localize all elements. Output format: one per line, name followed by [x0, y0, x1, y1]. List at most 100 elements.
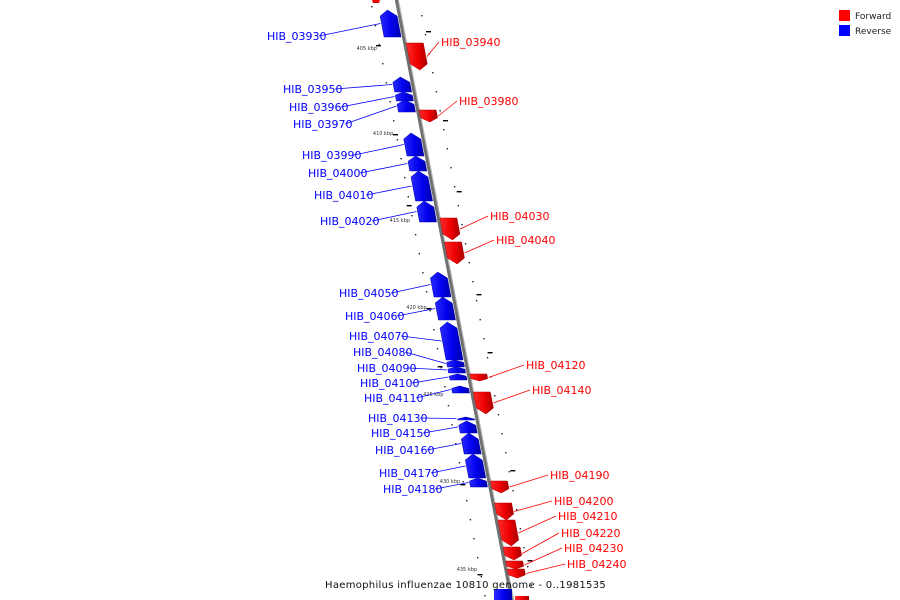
gene-arrow[interactable]: [392, 76, 413, 93]
legend-forward-swatch: [839, 10, 850, 21]
legend-reverse-swatch: [839, 25, 850, 36]
gene-hib-03980[interactable]: [418, 109, 438, 123]
gene-arrow[interactable]: [447, 366, 466, 374]
minor-tick-left: [429, 310, 431, 312]
gene-hib-04200[interactable]: [494, 502, 514, 521]
label-leader: [411, 376, 449, 384]
gene-arrow[interactable]: [502, 546, 522, 561]
gene-label: HIB_03980: [459, 95, 519, 108]
gene-arrow[interactable]: [490, 480, 510, 494]
gene-arrow[interactable]: [472, 391, 494, 415]
gene-hib-04090[interactable]: [447, 366, 466, 374]
gene-arrow[interactable]: [506, 568, 526, 579]
gene-arrow[interactable]: [434, 296, 456, 321]
gene-hib-04000[interactable]: [407, 155, 428, 172]
gene-arrow[interactable]: [439, 217, 461, 241]
gene-arrow[interactable]: [461, 432, 482, 455]
gene-hib-04170[interactable]: [465, 453, 487, 479]
label-leader: [400, 335, 442, 342]
gene-arrow[interactable]: [395, 91, 414, 102]
gene-hib-04240[interactable]: [506, 568, 526, 579]
gene-arrow[interactable]: [505, 560, 524, 570]
gene-hib-04060[interactable]: [434, 296, 456, 321]
gene-arrow[interactable]: [458, 420, 478, 434]
gene-hib-04220[interactable]: [502, 546, 522, 561]
label-leader: [524, 547, 563, 566]
gene-hib-04130[interactable]: [457, 416, 476, 421]
gene-arrow[interactable]: [403, 132, 425, 157]
gene-arrow[interactable]: [405, 42, 428, 71]
gene-hib-04040[interactable]: [444, 241, 465, 265]
gene-hib-04160[interactable]: [461, 432, 482, 455]
label-leader: [371, 211, 417, 222]
gene-hib-04190[interactable]: [490, 480, 510, 494]
gene-arrow[interactable]: [469, 477, 488, 488]
minor-tick-left: [425, 291, 428, 293]
gene-hib-04150[interactable]: [458, 420, 478, 434]
legend-reverse-label: Reverse: [855, 27, 892, 37]
label-leader: [340, 96, 395, 108]
minor-tick-right: [486, 357, 489, 359]
gene-arrow[interactable]: [497, 519, 519, 547]
gene-arrow[interactable]: [465, 453, 487, 479]
gene-arrow[interactable]: [469, 373, 488, 382]
gene-hib-04110[interactable]: [451, 385, 470, 394]
label-leader: [426, 443, 462, 451]
gene-arrow[interactable]: [446, 359, 465, 368]
label-leader: [396, 308, 436, 317]
minor-tick-left: [422, 272, 424, 274]
gene-arrow[interactable]: [494, 502, 514, 521]
minor-tick-right: [501, 433, 503, 435]
gene-hib-04210[interactable]: [497, 519, 519, 547]
minor-tick-right: [516, 509, 518, 511]
gene-arrow[interactable]: [457, 416, 476, 421]
gene-hib-03940[interactable]: [405, 42, 428, 71]
major-tick: [437, 366, 443, 368]
gene-arrow[interactable]: [416, 200, 437, 223]
gene-arrow[interactable]: [407, 155, 428, 172]
backbone-minor-ticks: [371, 6, 533, 597]
scale-label: 415 kbp: [390, 218, 410, 224]
minor-tick-left: [455, 443, 457, 445]
minor-tick-left: [436, 348, 439, 350]
gene-hib-03930[interactable]: [379, 9, 402, 38]
minor-tick-left: [480, 576, 482, 578]
gene-arrow[interactable]: [418, 109, 438, 123]
minor-tick-left: [466, 500, 468, 502]
minor-tick-left: [385, 82, 388, 84]
gene-hib-04140[interactable]: [472, 391, 494, 415]
gene-arrow[interactable]: [451, 385, 470, 394]
gene-arrow-partial: [515, 596, 529, 600]
gene-arrow[interactable]: [444, 241, 465, 265]
minor-tick-left: [451, 424, 453, 426]
gene-arrow[interactable]: [448, 373, 468, 381]
label-leader: [493, 389, 531, 404]
legend-forward-label: Forward: [855, 12, 891, 22]
gene-hib-04020[interactable]: [416, 200, 437, 223]
gene-hib-04080[interactable]: [446, 359, 465, 368]
gene-label: HIB_04010: [314, 189, 374, 202]
gene-arrow[interactable]: [396, 99, 416, 113]
label-leader: [359, 163, 408, 174]
minor-tick-right: [468, 262, 470, 264]
gene-hib-04030[interactable]: [439, 217, 461, 241]
minor-tick-right: [461, 224, 463, 226]
gene-hib-04230[interactable]: [505, 560, 524, 570]
gene-hib-03970[interactable]: [396, 99, 416, 113]
minor-tick-left: [389, 101, 391, 103]
label-leader: [415, 389, 451, 399]
minor-tick-right: [494, 395, 496, 397]
gene-hib-03950[interactable]: [392, 76, 413, 93]
gene-hib-03990[interactable]: [403, 132, 425, 157]
gene-labels: HIB_03930 HIB_03940 HIB_03950 HIB_03960 HIB_…: [267, 30, 627, 571]
gene-hib-04180[interactable]: [469, 477, 488, 488]
gene-hib-03960[interactable]: [395, 91, 414, 102]
minor-tick-left: [378, 44, 380, 46]
minor-tick-right: [443, 129, 445, 131]
gene-label: HIB_04210: [558, 510, 618, 523]
gene-hib-04120[interactable]: [469, 373, 488, 382]
gene-arrow[interactable]: [379, 9, 402, 38]
gene-hib-04100[interactable]: [448, 373, 468, 381]
